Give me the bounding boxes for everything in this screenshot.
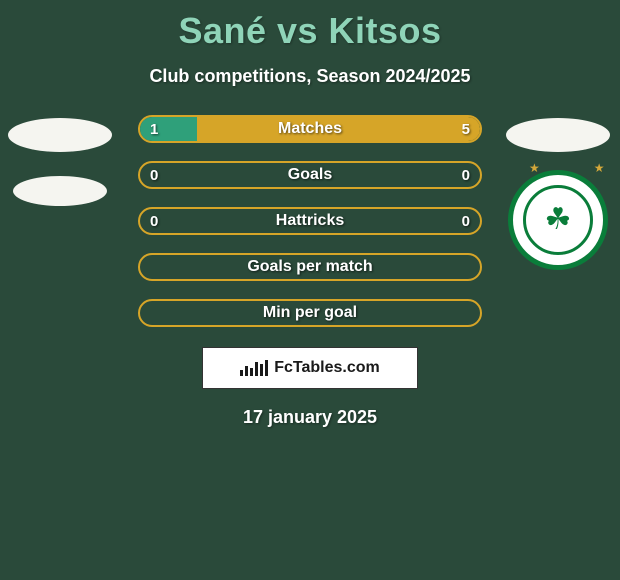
subtitle: Club competitions, Season 2024/2025 (0, 66, 620, 87)
stat-bar: 1 5 Matches (138, 115, 482, 143)
generated-date: 17 january 2025 (0, 407, 620, 428)
club-placeholder (13, 176, 107, 206)
avatar-placeholder (8, 118, 112, 152)
stat-label: Goals per match (247, 258, 372, 276)
badge-stars-icon: ★★ (529, 161, 620, 175)
attribution-box: FcTables.com (202, 347, 418, 389)
page-title: Sané vs Kitsos (0, 0, 620, 52)
stat-fill-left (140, 117, 197, 141)
stats-comparison: 1 5 Matches 0 0 Goals 0 0 Hattricks Goals per mat… (138, 115, 482, 327)
stat-label: Goals (288, 166, 332, 184)
stat-value-right: 0 (462, 167, 470, 184)
stat-value-left: 0 (150, 213, 158, 230)
shamrock-icon: ☘ (545, 205, 572, 235)
stat-bar: 0 0 Goals (138, 161, 482, 189)
stat-value-right: 5 (462, 121, 470, 138)
stat-label: Matches (278, 120, 342, 138)
stat-value-right: 0 (462, 213, 470, 230)
stat-value-left: 1 (150, 121, 158, 138)
left-player-placeholder (8, 118, 112, 206)
club-badge-omonia: ★★ ☘ (508, 170, 608, 270)
stat-bar: Min per goal (138, 299, 482, 327)
stat-label: Hattricks (276, 212, 344, 230)
avatar-placeholder (506, 118, 610, 152)
bar-chart-icon (240, 360, 268, 376)
stat-value-left: 0 (150, 167, 158, 184)
stat-label: Min per goal (263, 304, 357, 322)
attribution-text: FcTables.com (274, 359, 380, 377)
stat-bar: Goals per match (138, 253, 482, 281)
stat-bar: 0 0 Hattricks (138, 207, 482, 235)
right-player-placeholder: ★★ ☘ (506, 118, 610, 270)
